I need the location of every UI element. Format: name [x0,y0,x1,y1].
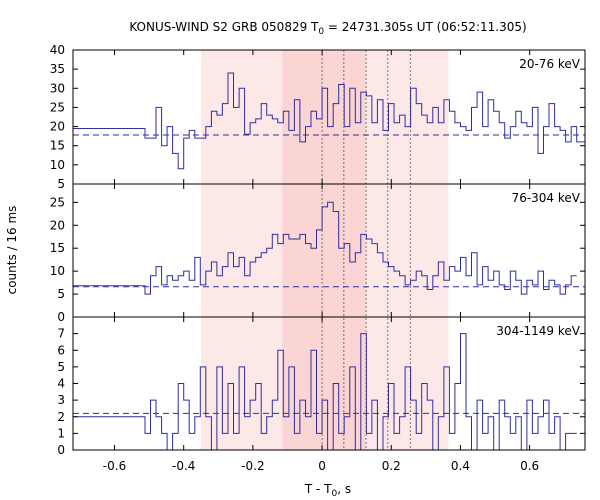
y-tick-label-2-1: 1 [57,426,65,440]
y-tick-label-1-0: 0 [57,310,65,324]
x-tick-label-5: 0.4 [451,459,470,473]
x-axis-title: T - T0, s [304,482,351,499]
chart-title: KONUS-WIND S2 GRB 050829 T0 = 24731.305s… [129,20,526,37]
y-axis-title: counts / 16 ms [5,206,19,295]
y-tick-label-2-7: 7 [57,327,65,341]
band-label-1: 76-304 keV [512,191,581,205]
x-tick-label-0: -0.6 [103,459,126,473]
light-curve-series-0 [73,72,585,170]
y-tick-label-1-3: 15 [50,241,65,255]
y-tick-label-2-2: 2 [57,410,65,424]
y-tick-label-0-1: 10 [50,158,65,172]
y-tick-label-2-6: 6 [57,343,65,357]
x-tick-label-4: 0.2 [382,459,401,473]
y-tick-label-0-6: 35 [50,62,65,76]
shaded-region-1 [282,50,366,450]
y-tick-label-2-5: 5 [57,360,65,374]
x-tick-label-1: -0.4 [172,459,195,473]
y-tick-label-0-5: 30 [50,81,65,95]
y-tick-label-1-2: 10 [50,264,65,278]
y-tick-label-2-3: 3 [57,393,65,407]
y-tick-label-0-4: 25 [50,100,65,114]
y-tick-label-0-7: 40 [50,43,65,57]
y-tick-label-1-1: 5 [57,287,65,301]
x-tick-label-6: 0.6 [520,459,539,473]
light-curve-series-1 [73,201,577,295]
y-tick-label-0-3: 20 [50,120,65,134]
y-tick-label-2-0: 0 [57,443,65,457]
x-tick-label-2: -0.2 [241,459,264,473]
shaded-regions [201,50,449,450]
band-label-2: 304-1149 keV [496,324,580,338]
band-label-0: 20-76 keV [519,57,581,71]
y-tick-label-1-4: 20 [50,218,65,232]
y-tick-label-0-0: 5 [57,177,65,191]
y-tick-label-2-4: 4 [57,377,65,391]
x-tick-label-3: 0 [318,459,326,473]
y-tick-label-1-5: 25 [50,195,65,209]
y-tick-label-0-2: 15 [50,139,65,153]
